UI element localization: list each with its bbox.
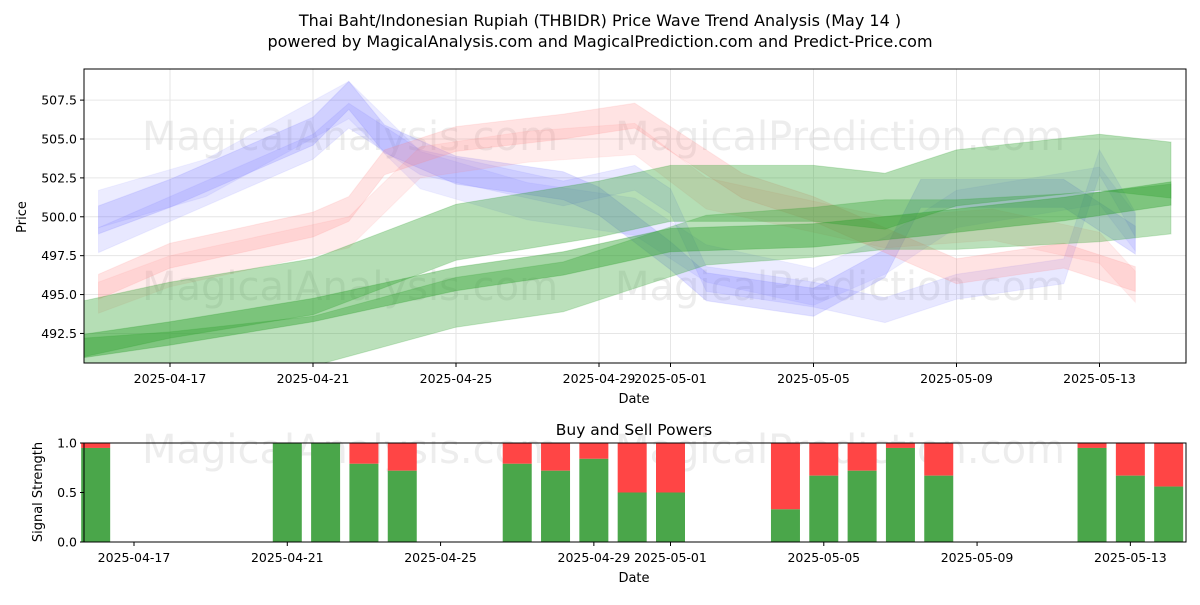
buy-bar-1 (272, 443, 302, 542)
power-xtick-label-1: 2025-04-21 (251, 550, 324, 565)
buy-bar-15 (1077, 447, 1107, 542)
buy-bar-17 (1154, 486, 1184, 542)
price-ytick-label-3: 500.0 (41, 209, 77, 224)
price-band-2 (98, 80, 1136, 306)
price-band-7 (84, 181, 1172, 359)
price-plot-frame (83, 68, 1187, 364)
power-ytick-label-0: 0.0 (57, 535, 77, 550)
price-xtick-label-2: 2025-04-25 (420, 371, 493, 386)
power-xtick-label-2: 2025-04-25 (404, 550, 477, 565)
price-xtick-label-7: 2025-05-13 (1063, 371, 1136, 386)
price-xtick-label-6: 2025-05-09 (920, 371, 993, 386)
power-xtick-label-6: 2025-05-09 (941, 550, 1014, 565)
buy-bar-8 (617, 492, 647, 542)
sell-bar-5 (502, 443, 532, 464)
price-band-6 (84, 183, 1172, 363)
buy-bar-3 (349, 463, 379, 542)
power-xtick-label-3: 2025-04-29 (558, 550, 631, 565)
watermark-1: MagicalPrediction.com (615, 114, 1065, 160)
buy-bar-4 (387, 470, 417, 542)
price-band-0 (98, 80, 1136, 317)
buy-bar-16 (1115, 475, 1145, 542)
sell-bar-3 (349, 443, 379, 464)
power-ytick-label-1: 0.5 (57, 485, 77, 500)
price-xtick-label-4: 2025-05-01 (634, 371, 707, 386)
price-ytick-label-5: 505.0 (41, 132, 77, 147)
price-xtick-label-3: 2025-04-29 (563, 371, 636, 386)
buy-bar-11 (809, 475, 839, 542)
buy-bar-0 (81, 447, 111, 542)
sell-bar-0 (81, 443, 111, 448)
sell-bar-14 (924, 443, 954, 476)
chart-subtitle: powered by MagicalAnalysis.com and Magic… (267, 32, 932, 51)
power-xtick-label-7: 2025-05-13 (1094, 550, 1167, 565)
price-ytick-label-0: 492.5 (41, 326, 77, 341)
sell-bar-12 (847, 443, 877, 471)
sell-bar-6 (541, 443, 571, 471)
power-ytick-label-2: 1.0 (57, 436, 77, 451)
sell-bar-15 (1077, 443, 1107, 448)
buy-bar-9 (656, 492, 685, 542)
watermark-bottom-1: MagicalPrediction.com (615, 427, 1065, 473)
sell-bar-8 (617, 443, 647, 493)
buy-bar-10 (770, 509, 800, 542)
buy-bar-2 (311, 443, 341, 542)
power-plot-xlabel: Date (618, 571, 649, 586)
sell-bar-13 (885, 443, 915, 448)
power-plot: MagicalAnalysis.comMagicalPrediction.com… (57, 427, 1187, 565)
price-ytick-label-1: 495.0 (41, 287, 77, 302)
power-plot-ylabel: Signal Strength (31, 442, 46, 542)
sell-bar-11 (809, 443, 839, 476)
price-ytick-label-6: 507.5 (41, 93, 77, 108)
price-band-3 (98, 102, 1136, 300)
price-xtick-label-1: 2025-04-21 (277, 371, 350, 386)
sell-bar-17 (1154, 443, 1184, 487)
sell-bar-9 (656, 443, 685, 493)
price-bands (84, 80, 1172, 363)
sell-bar-10 (770, 443, 800, 510)
price-plot: MagicalAnalysis.com MagicalPrediction.com… (41, 68, 1187, 386)
price-plot-ylabel: Price (15, 201, 30, 233)
chart-title: Thai Baht/Indonesian Rupiah (THBIDR) Pri… (298, 11, 901, 30)
power-xtick-label-4: 2025-05-01 (634, 550, 707, 565)
buy-bar-6 (541, 470, 571, 542)
price-ytick-label-2: 497.5 (41, 248, 77, 263)
sell-bar-4 (387, 443, 417, 471)
power-plot-title: Buy and Sell Powers (556, 421, 713, 439)
buy-bar-13 (885, 447, 915, 542)
power-xtick-label-5: 2025-05-05 (787, 550, 860, 565)
price-xtick-label-0: 2025-04-17 (134, 371, 207, 386)
watermark-3: MagicalPrediction.com (615, 264, 1065, 310)
buy-bar-5 (502, 463, 532, 542)
sell-bar-7 (579, 443, 609, 459)
price-band-4 (98, 122, 1136, 314)
buy-bar-14 (924, 475, 954, 542)
buy-bar-7 (579, 458, 609, 542)
price-band-1 (98, 102, 1136, 324)
price-band-5 (84, 133, 1172, 358)
price-plot-xlabel: Date (618, 392, 649, 407)
sell-bar-16 (1115, 443, 1145, 476)
watermark-2: MagicalAnalysis.com (142, 264, 558, 310)
price-ytick-label-4: 502.5 (41, 170, 77, 185)
price-xtick-label-5: 2025-05-05 (777, 371, 850, 386)
watermark-0: MagicalAnalysis.com (142, 114, 558, 160)
buy-bar-12 (847, 470, 877, 542)
power-xtick-label-0: 2025-04-17 (98, 550, 171, 565)
